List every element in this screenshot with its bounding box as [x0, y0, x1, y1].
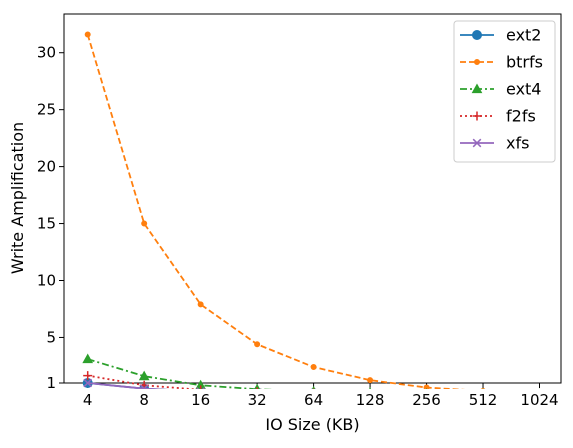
legend-label: ext2 — [506, 26, 541, 45]
data-point-btrfs — [197, 301, 204, 308]
data-point-btrfs — [84, 31, 91, 38]
x-tick-label: 32 — [248, 391, 267, 409]
legend-marker — [474, 59, 480, 65]
legend-label: xfs — [506, 134, 529, 153]
series-layer — [82, 31, 540, 389]
x-axis-label: IO Size (KB) — [265, 415, 359, 434]
data-point-btrfs — [367, 377, 374, 384]
data-point-xfs — [83, 378, 93, 388]
series-line-ext4 — [87, 358, 273, 389]
legend-box — [453, 20, 556, 163]
legend-marker — [471, 83, 483, 94]
y-tick-label: 1 — [46, 374, 56, 392]
legend-item-ext4: ext4 — [460, 80, 541, 99]
y-tick-label: 20 — [37, 158, 56, 176]
data-point-f2fs — [256, 387, 258, 389]
data-point-btrfs — [141, 220, 148, 227]
series-ext4 — [82, 353, 540, 389]
y-tick-label: 25 — [37, 101, 56, 119]
legend-label: f2fs — [506, 107, 536, 126]
legend-item-btrfs: btrfs — [460, 53, 543, 72]
data-point-btrfs — [310, 364, 317, 371]
y-tick-label: 10 — [37, 272, 56, 290]
legend-item-ext2: ext2 — [460, 26, 541, 45]
data-point-f2fs — [83, 371, 93, 381]
y-tick-label: 30 — [37, 44, 56, 62]
data-point-ext4 — [311, 386, 316, 389]
data-point-ext4 — [138, 370, 150, 381]
data-point-xfs — [139, 384, 149, 389]
series-xfs — [83, 378, 317, 389]
y-axis-label: Write Amplification — [8, 122, 27, 274]
series-btrfs — [84, 31, 486, 389]
legend-item-xfs: xfs — [460, 134, 529, 153]
legend: ext2 btrfs ext4 f2fs xfs — [453, 20, 556, 163]
legend-marker — [472, 30, 482, 40]
y-tick-label: 5 — [46, 328, 56, 346]
x-tick-label: 128 — [356, 391, 385, 409]
x-tick-label: 256 — [412, 391, 441, 409]
plot-frame — [63, 13, 562, 384]
data-point-ext4 — [82, 353, 94, 364]
x-tick-label: 64 — [304, 391, 323, 409]
data-point-ext4 — [369, 387, 372, 389]
legend-label: btrfs — [506, 53, 543, 72]
x-tick-label: 16 — [191, 391, 210, 409]
x-tick-label: 1024 — [520, 391, 558, 409]
data-point-btrfs — [254, 341, 261, 348]
data-point-ext4 — [425, 387, 428, 389]
legend-marker — [472, 111, 482, 121]
series-line-f2fs — [87, 374, 203, 389]
legend-marker — [472, 138, 482, 148]
x-tick-label: 4 — [83, 391, 93, 409]
y-tick-label: 15 — [37, 215, 56, 233]
x-tick-label: 8 — [139, 391, 149, 409]
data-point-f2fs — [199, 385, 202, 389]
data-point-ext4 — [254, 383, 261, 389]
data-point-btrfs — [423, 384, 430, 389]
x-tick-label: 512 — [469, 391, 498, 409]
legend-label: ext4 — [506, 80, 541, 99]
legend-item-f2fs: f2fs — [460, 107, 536, 126]
